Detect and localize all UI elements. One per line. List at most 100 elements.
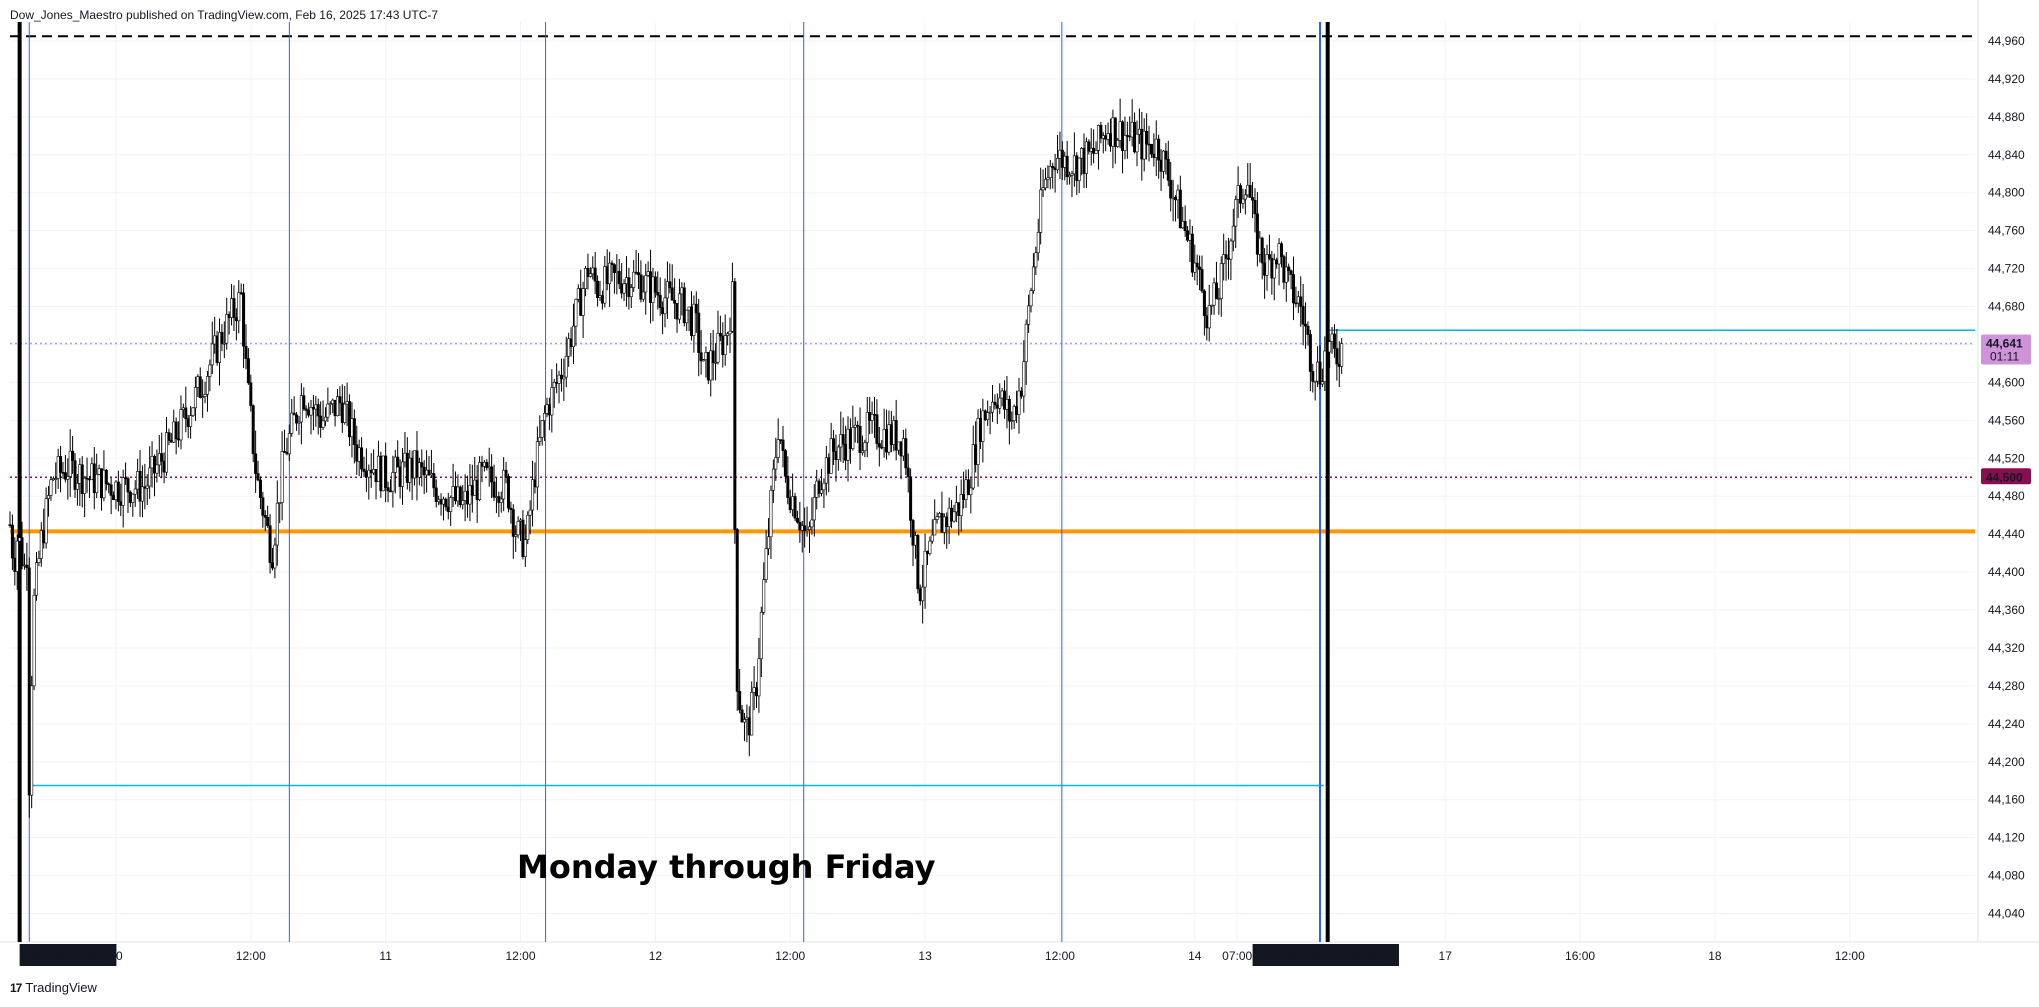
time-tick-label: 12:00 <box>1045 949 1075 963</box>
candle-body <box>600 295 604 304</box>
candle-body <box>51 478 55 481</box>
candle-body <box>408 457 412 483</box>
candle-body <box>218 332 222 363</box>
candle-body <box>827 457 831 474</box>
candle-body <box>343 403 347 423</box>
candle-body <box>323 416 327 422</box>
candle-body <box>1287 266 1291 272</box>
candle-body <box>1328 341 1332 353</box>
candle-body <box>576 288 580 300</box>
candle-body <box>658 294 662 308</box>
candle-body <box>1222 254 1226 264</box>
candle-body <box>762 579 766 613</box>
candle-body <box>20 537 24 566</box>
candle-body <box>191 407 195 416</box>
candle-body <box>540 420 544 438</box>
price-tick-label: 44,880 <box>1988 110 2025 124</box>
candle-body <box>617 270 621 285</box>
candle-body <box>280 451 284 503</box>
candle-body <box>393 456 397 473</box>
candle-body <box>1000 390 1004 399</box>
candle-body <box>232 298 236 318</box>
candle-body <box>193 387 197 409</box>
candle-body <box>812 496 816 521</box>
candle-body <box>646 271 650 276</box>
candle-body <box>853 424 857 428</box>
candle-body <box>721 335 725 356</box>
time-tick-label: 11 <box>379 949 392 963</box>
candle-body <box>273 544 277 569</box>
candle-body <box>83 478 87 494</box>
candle-body <box>535 441 539 488</box>
candle-body <box>1147 143 1151 146</box>
candle-body <box>242 292 246 347</box>
candle-body <box>490 466 494 483</box>
time-tick-label: Feb '25 14:30 <box>23 949 98 963</box>
candle-body <box>733 281 737 530</box>
candle-body <box>1292 274 1296 304</box>
candle-body <box>620 283 624 294</box>
time-tick-label: 14 <box>1188 949 1202 963</box>
candle-body <box>502 469 506 500</box>
candle-body <box>1248 184 1252 198</box>
candle-body <box>463 490 467 501</box>
price-tick-label: 44,680 <box>1988 300 2025 314</box>
candle-body <box>1239 185 1243 204</box>
candle-body <box>899 441 903 457</box>
price-axis[interactable]: 44,040 44,080 44,120 44,160 44,200 44,240 44,2… <box>1988 34 2025 921</box>
candle-body <box>632 271 636 288</box>
candle-body <box>381 455 385 492</box>
candle-body <box>54 478 58 480</box>
candle-body <box>478 462 482 501</box>
candle-body <box>401 461 405 487</box>
candle-body <box>673 299 677 304</box>
candle-body <box>716 332 720 363</box>
time-tick-label: 13 <box>918 949 932 963</box>
time-axis[interactable]: Feb '25 14:30 10 12:00 11 12:00 12 12:00 13 12:0… <box>19 944 1865 966</box>
candle-body <box>1330 333 1334 342</box>
price-label-countdown: 01:11 <box>1990 350 2019 364</box>
candle-body <box>66 476 70 480</box>
candle-body <box>487 466 491 469</box>
candle-body <box>1219 263 1223 299</box>
candle-body <box>557 374 561 384</box>
candle-body <box>27 567 31 796</box>
candle-body <box>988 411 992 414</box>
candle-body <box>759 611 763 660</box>
candle-body <box>121 477 125 506</box>
price-tick-label: 44,360 <box>1988 603 2025 617</box>
candle-body <box>950 507 954 522</box>
candle-body <box>1202 290 1206 317</box>
candle-body <box>1027 305 1031 325</box>
candle-body <box>1234 199 1238 227</box>
candle-body <box>68 450 72 477</box>
candle-body <box>15 540 19 572</box>
candle-body <box>429 473 433 476</box>
candle-body <box>1130 121 1134 138</box>
candle-body <box>764 548 768 580</box>
candle-body <box>711 350 715 364</box>
candle-body <box>75 483 79 490</box>
candle-body <box>80 464 84 494</box>
candle-body <box>287 433 291 455</box>
candle-body <box>865 412 869 443</box>
candle-body <box>234 317 238 322</box>
candle-body <box>352 418 356 445</box>
candle-body <box>829 438 833 474</box>
candle-body <box>126 478 130 493</box>
candle-body <box>990 401 994 413</box>
candle-body <box>820 489 824 494</box>
candle-body <box>757 658 761 697</box>
candle-body <box>1255 213 1259 255</box>
candle-body <box>295 414 299 424</box>
vertical-lines <box>17 22 1330 942</box>
candle-body <box>119 501 123 506</box>
candle-body <box>198 376 202 398</box>
price-tick-label: 44,600 <box>1988 375 2025 389</box>
candle-body <box>196 376 200 388</box>
candle-body <box>668 281 672 289</box>
candle-body <box>227 314 231 318</box>
candle-body <box>998 397 1002 409</box>
candle-body <box>403 452 407 463</box>
